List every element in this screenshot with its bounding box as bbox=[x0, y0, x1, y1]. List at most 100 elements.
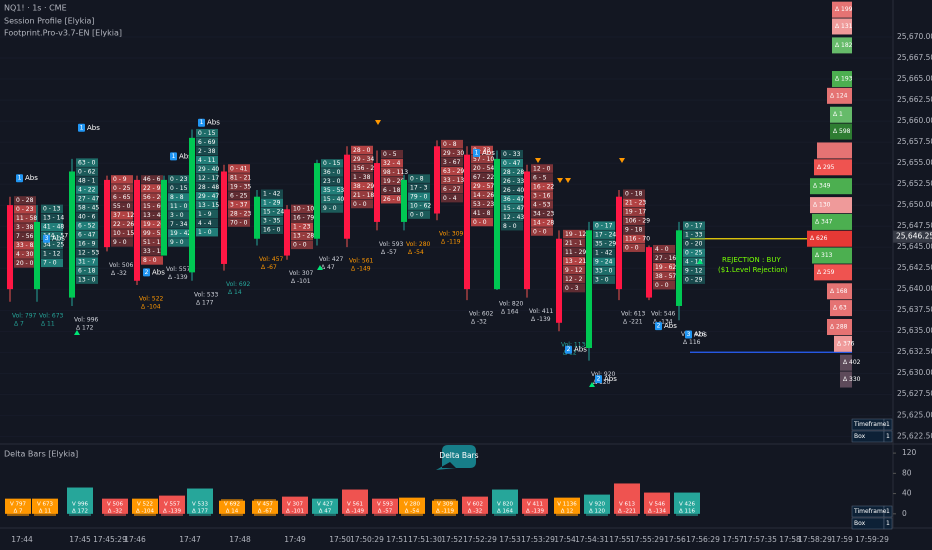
footprint-cell-text: 0 - 47 bbox=[503, 160, 521, 167]
footprint-cell bbox=[196, 218, 218, 228]
footprint-cell bbox=[501, 176, 523, 186]
footprint-cell bbox=[321, 159, 343, 168]
footprint-cell-text: 21 - 23 bbox=[625, 199, 646, 206]
footprint-cell bbox=[168, 193, 190, 202]
delta-bar-label: V 602 bbox=[467, 502, 483, 508]
footprint-cell bbox=[14, 232, 36, 241]
footprint-cell-text: 27 - 16 bbox=[655, 255, 676, 262]
footprint-cell-text: 0 - 25 bbox=[113, 185, 131, 192]
delta-bar-label-box bbox=[161, 499, 183, 516]
x-tick-label: 17:52:29 bbox=[463, 535, 497, 544]
delta-bar-label-box bbox=[344, 499, 366, 516]
footprint-cell-text: 1 - 33 bbox=[685, 231, 703, 238]
pane-title[interactable]: Delta Bars [Elykia] bbox=[4, 450, 78, 459]
footprint-cell bbox=[14, 196, 36, 205]
footprint-cell bbox=[471, 199, 493, 209]
footprint-cell-text: 26 - 40 bbox=[503, 187, 524, 194]
abs-badge-number: 2 bbox=[597, 376, 601, 383]
delta-label: Δ 47 bbox=[321, 264, 335, 271]
profile-label: Δ 349 bbox=[813, 183, 831, 190]
indicator-header[interactable]: Footprint.Pro-v3.7-EN [Elykia] bbox=[4, 29, 122, 38]
profile-label: Δ 131 bbox=[835, 23, 853, 30]
profile-bar bbox=[830, 300, 852, 317]
footprint-cell-text: 0 - 8 bbox=[443, 141, 457, 148]
footprint-cell-text: 26 - 33 bbox=[503, 178, 524, 185]
footprint-cell bbox=[653, 262, 675, 272]
indicator-header[interactable]: Session Profile [Elykia] bbox=[4, 17, 95, 26]
profile-bar bbox=[840, 354, 852, 371]
y-tick-label: 25,665.00 bbox=[897, 74, 932, 83]
table-text: 1 bbox=[886, 433, 890, 440]
footprint-cell-text: 9 - 0 bbox=[323, 205, 337, 212]
x-tick-label: 17:54 bbox=[554, 535, 576, 544]
footprint-cell bbox=[563, 247, 585, 257]
delta-bar-label: Δ 7 bbox=[13, 509, 23, 515]
footprint-cell bbox=[41, 231, 63, 241]
footprint-cell-text: 19 - 62 bbox=[655, 264, 676, 271]
footprint-cell-text: 81 - 21 bbox=[230, 174, 251, 181]
footprint-cell-text: 116 - 70 bbox=[625, 235, 650, 242]
abs-badge bbox=[78, 123, 85, 132]
delta-bar-label: Δ 12 bbox=[561, 509, 574, 515]
profile-label: Δ 124 bbox=[830, 92, 848, 99]
volume-label: Vol: 522 bbox=[139, 295, 164, 302]
delta-bar-label: Δ -134 bbox=[648, 509, 666, 515]
delta-bar-label: Δ 116 bbox=[679, 509, 696, 515]
footprint-cell bbox=[593, 266, 615, 275]
footprint-cell bbox=[563, 283, 585, 293]
table-text: 1 bbox=[886, 421, 890, 428]
volume-label: Vol: 593 bbox=[379, 241, 404, 248]
footprint-cell bbox=[111, 238, 133, 247]
symbol-header[interactable]: NQ1! · 1s · CME bbox=[4, 4, 67, 13]
footprint-cell bbox=[196, 146, 218, 156]
delta-bar-label-box bbox=[494, 499, 516, 516]
abs-badge-text: Abs bbox=[152, 268, 165, 276]
abs-badge-number: 3 bbox=[45, 235, 49, 242]
footprint-cell-text: 0 - 17 bbox=[595, 222, 613, 229]
abs-badge-text: Abs bbox=[87, 124, 100, 132]
footprint-cell-text: 70 - 0 bbox=[230, 219, 248, 226]
y-tick-label: 25,647.50 bbox=[897, 221, 932, 230]
footprint-cell-text: 0 - 33 bbox=[503, 151, 521, 158]
footprint-cell bbox=[593, 221, 615, 230]
footprint-cell-text: 22 - 26 bbox=[113, 221, 134, 228]
footprint-cell bbox=[196, 209, 218, 219]
candle-body bbox=[586, 230, 592, 349]
volume-label: Vol: 411 bbox=[529, 308, 554, 315]
footprint-cell-text: 33 - 12 bbox=[143, 248, 164, 255]
footprint-cell-text: 13 - 48 bbox=[143, 212, 164, 219]
x-tick-label: 17:56 bbox=[664, 535, 686, 544]
footprint-cell-text: 4 - 4 bbox=[198, 220, 212, 227]
footprint-cell-text: 10 - 62 bbox=[410, 202, 431, 209]
footprint-cell-text: 36 - 47 bbox=[503, 196, 524, 203]
abs-badge-text: Abs bbox=[482, 149, 495, 157]
delta-label: Δ 116 bbox=[683, 339, 701, 346]
footprint-cell bbox=[351, 199, 373, 209]
footprint-cell-text: 19 - 26 bbox=[143, 221, 164, 228]
candle-body bbox=[374, 163, 380, 222]
delta-label: Δ -139 bbox=[531, 316, 551, 323]
footprint-cell bbox=[76, 194, 98, 203]
footprint-cell-text: 0 - 18 bbox=[625, 190, 643, 197]
delta-bar-label-box bbox=[34, 499, 56, 516]
footprint-cell bbox=[196, 128, 218, 138]
delta-label: Δ -139 bbox=[168, 274, 188, 281]
volume-label: Vol: 561 bbox=[349, 258, 374, 265]
delta-bar-label: Δ 177 bbox=[192, 509, 209, 515]
footprint-cell bbox=[408, 192, 430, 201]
footprint-cell-text: 4 - 53 bbox=[533, 201, 551, 208]
footprint-cell bbox=[683, 230, 705, 239]
footprint-cell-text: 14 - 28 bbox=[533, 219, 554, 226]
x-tick-label: 17:58 bbox=[779, 535, 801, 544]
annotation: ($1.Level Rejection) bbox=[718, 266, 788, 274]
footprint-cell bbox=[623, 198, 645, 207]
footprint-cell bbox=[76, 167, 98, 176]
delta-label: Δ 14 bbox=[228, 289, 242, 296]
footprint-cell-text: 33 - 13 bbox=[443, 177, 464, 184]
profile-label: Δ 63 bbox=[833, 305, 847, 312]
footprint-cell bbox=[228, 218, 250, 227]
footprint-cell bbox=[683, 239, 705, 248]
profile-bar bbox=[827, 87, 852, 104]
volume-label: Vol: 996 bbox=[74, 316, 99, 323]
x-tick-label: 17:44 bbox=[11, 535, 33, 544]
